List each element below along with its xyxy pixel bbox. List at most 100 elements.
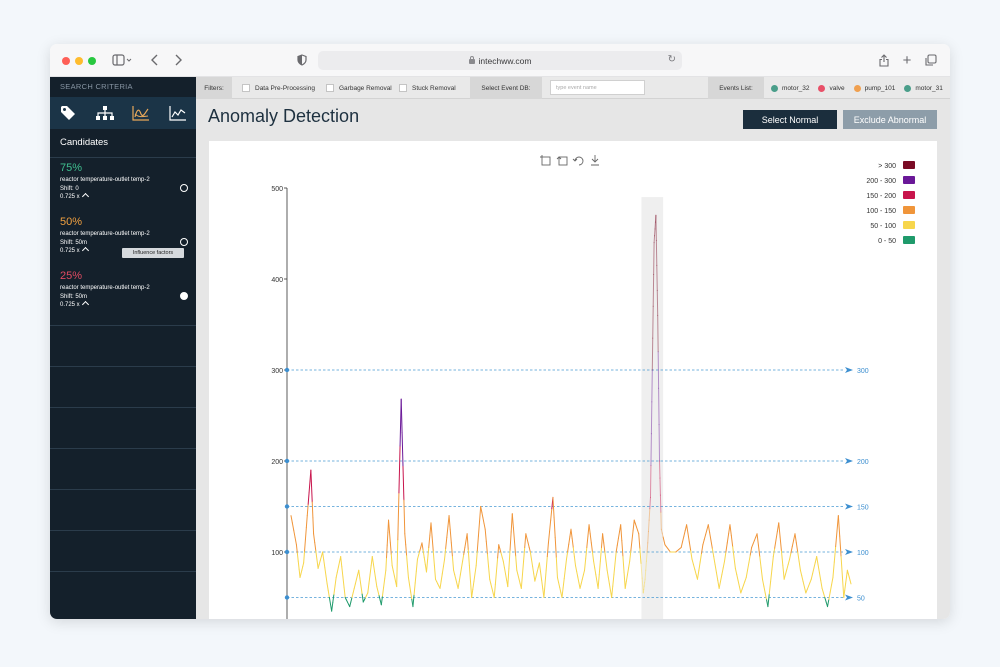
candidate-radio[interactable] (180, 238, 188, 246)
event-db-input[interactable]: type event name (550, 80, 645, 95)
legend-swatch[interactable] (903, 191, 915, 199)
series-segment (361, 593, 364, 603)
close-window-button[interactable] (62, 57, 70, 65)
series-segment (428, 534, 431, 548)
tab-chart[interactable] (123, 97, 160, 129)
maximize-window-button[interactable] (88, 57, 96, 65)
series-segment (340, 556, 343, 568)
zoom-icon[interactable] (540, 155, 551, 166)
series-segment (332, 593, 335, 604)
zoom-reset-icon[interactable] (556, 156, 568, 166)
series-segment (647, 519, 650, 533)
checkbox[interactable] (399, 84, 407, 92)
series-segment (350, 597, 353, 603)
forward-icon[interactable] (172, 52, 184, 68)
checkbox[interactable] (242, 84, 250, 92)
address-bar[interactable]: intechww.com ↻ (318, 51, 682, 70)
event-item[interactable]: pump_101 (853, 84, 895, 92)
tab-hierarchy[interactable] (87, 97, 124, 129)
series-segment (318, 559, 321, 565)
candidate-item[interactable]: 50% reactor temperature-outlet temp-2 Sh… (60, 216, 190, 255)
series-segment (457, 581, 460, 589)
tab-tags[interactable] (50, 97, 87, 129)
legend-swatch[interactable] (903, 236, 915, 244)
series-segment (485, 541, 488, 555)
series-segment (296, 552, 299, 562)
download-icon[interactable] (591, 155, 599, 166)
legend-swatch[interactable] (903, 206, 915, 214)
caret-up-icon[interactable] (81, 246, 89, 255)
back-icon[interactable] (149, 52, 161, 68)
series-segment (595, 574, 598, 583)
browser-window: intechww.com ↻ + SEARCH CRITERIA (50, 44, 950, 619)
series-segment (649, 496, 651, 510)
series-segment (498, 544, 501, 550)
event-item[interactable]: motor_32 (771, 84, 809, 92)
threshold-arrow-icon[interactable] (845, 458, 853, 464)
filter-garbage-removal[interactable]: Garbage Removal (326, 77, 392, 99)
caret-up-icon[interactable] (81, 192, 89, 201)
filter-stuck-removal[interactable]: Stuck Removal (399, 77, 456, 99)
sidebar-tabs (50, 97, 196, 129)
sidebar-toggle-icon[interactable] (110, 52, 134, 68)
series-segment (509, 531, 512, 551)
series-segment (380, 595, 383, 606)
series-segment (419, 546, 422, 552)
series-segment (620, 524, 623, 542)
legend-swatch[interactable] (903, 221, 915, 229)
series-segment (462, 553, 465, 562)
candidate-item[interactable]: 75% reactor temperature-outlet temp-2 Sh… (60, 162, 190, 201)
series-segment (699, 552, 703, 563)
minimize-window-button[interactable] (75, 57, 83, 65)
threshold-handle[interactable] (284, 504, 290, 509)
new-tab-icon[interactable]: + (902, 51, 912, 69)
threshold-arrow-icon[interactable] (845, 549, 853, 555)
threshold-handle[interactable] (284, 595, 290, 600)
candidate-radio[interactable] (180, 184, 188, 192)
series-segment (785, 568, 788, 575)
shield-icon[interactable] (296, 52, 308, 68)
event-item[interactable]: motor_31 (904, 84, 943, 92)
series-segment (570, 528, 573, 539)
threshold-handle[interactable] (284, 367, 290, 373)
anomaly-chart[interactable]: 100 200 300 400 500 300 200 150 100 50 > 300 200 -… (209, 141, 937, 619)
series-segment (638, 533, 641, 550)
series-segment (837, 515, 841, 537)
series-segment (501, 556, 504, 562)
series-segment (473, 573, 476, 583)
select-normal-button[interactable]: Select Normal (743, 110, 837, 129)
threshold-handle[interactable] (284, 549, 290, 555)
caret-up-icon[interactable] (81, 300, 89, 309)
candidate-radio[interactable] (180, 292, 188, 300)
series-segment (688, 541, 692, 552)
threshold-handle[interactable] (284, 458, 290, 464)
series-segment (502, 560, 505, 568)
event-item[interactable]: valve (818, 84, 845, 92)
series-segment (421, 542, 424, 551)
checkbox[interactable] (326, 84, 334, 92)
legend-swatch[interactable] (903, 176, 915, 184)
y-tick-label: 100 (271, 550, 283, 557)
tab-trend[interactable] (160, 97, 197, 129)
restore-icon[interactable] (572, 156, 584, 166)
reload-icon[interactable]: ↻ (667, 54, 676, 65)
filter-data-preprocessing[interactable]: Data Pre-Processing (242, 77, 315, 99)
threshold-arrow-icon[interactable] (845, 367, 853, 373)
candidate-item[interactable]: 25% reactor temperature-outlet temp-2 Sh… (60, 270, 190, 309)
series-segment (538, 562, 542, 573)
series-segment (738, 586, 742, 594)
exclude-abnormal-button[interactable]: Exclude Abnormal (843, 110, 937, 129)
filter-label: Data Pre-Processing (255, 84, 315, 92)
threshold-arrow-icon[interactable] (845, 594, 853, 601)
share-icon[interactable] (878, 52, 890, 68)
highlight-band[interactable] (641, 197, 664, 619)
series-segment (384, 569, 387, 580)
threshold-arrow-icon[interactable] (845, 503, 853, 510)
series-segment (353, 583, 356, 589)
threshold-label: 200 (857, 459, 869, 466)
series-segment (439, 580, 442, 589)
series-segment (495, 557, 499, 572)
series-segment (391, 565, 394, 572)
tab-overview-icon[interactable] (924, 52, 938, 68)
legend-swatch[interactable] (903, 161, 915, 169)
